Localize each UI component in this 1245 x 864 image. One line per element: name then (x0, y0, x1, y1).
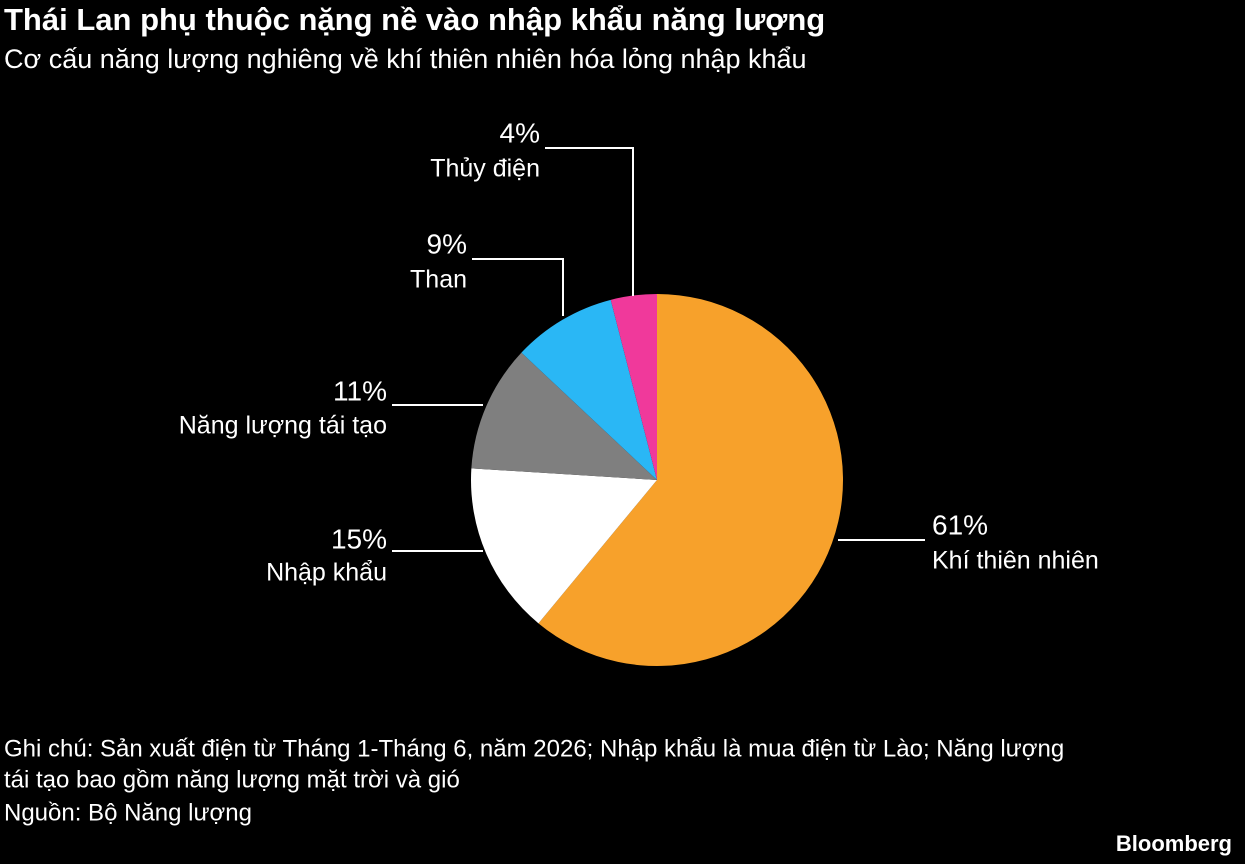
brand: Bloomberg (1116, 831, 1232, 856)
pie-slice (538, 294, 843, 667)
data-label: 61% (932, 509, 988, 540)
slice-label: Năng lượng tái tạo (179, 412, 387, 440)
note: Ghi chú: Sản xuất điện từ Tháng 1-Tháng … (4, 735, 1064, 762)
pie-slice (471, 468, 657, 624)
data-label: 4% (500, 117, 540, 148)
slice-label: Khí thiên nhiên (932, 547, 1099, 575)
leader-line (472, 258, 564, 316)
pie-slice (610, 294, 657, 480)
chart-subtitle: Cơ cấu năng lượng nghiêng về khí thiên n… (4, 44, 807, 74)
leader-line (545, 147, 634, 296)
data-label: 11% (333, 375, 387, 406)
slice-label: Than (410, 266, 467, 294)
pie-slice (521, 299, 657, 480)
data-label: 9% (427, 228, 467, 259)
note: tái tạo bao gồm năng lượng mặt trời và g… (4, 766, 460, 793)
pie-slice (471, 352, 657, 480)
chart-title: Thái Lan phụ thuộc nặng nề vào nhập khẩu… (4, 2, 825, 37)
source: Nguồn: Bộ Năng lượng (4, 799, 252, 826)
slice-label: Thủy điện (430, 155, 540, 183)
slice-label: Nhập khẩu (266, 559, 387, 587)
data-label: 15% (331, 523, 387, 554)
